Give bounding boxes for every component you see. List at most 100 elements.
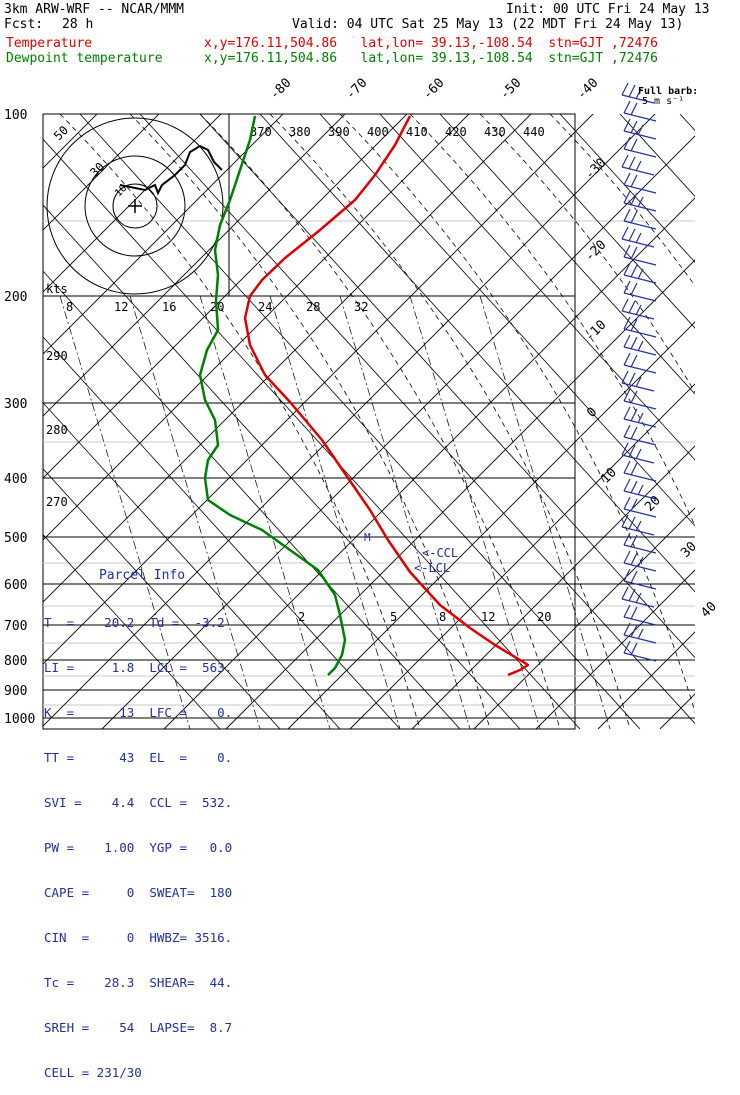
windbarb-scale-label: Full barb: [638, 86, 698, 97]
wind-barb [623, 640, 657, 662]
moist-adiabat [129, 114, 491, 729]
dry-adiabat [43, 534, 221, 729]
wind-barb [623, 334, 657, 356]
pressure-label: 800 [4, 654, 27, 669]
isotherm-line [225, 259, 695, 729]
mixing-ratio-line [479, 295, 611, 729]
dry-adiabat [319, 114, 695, 527]
moist-adiabat [549, 114, 695, 287]
wind-barb [621, 154, 655, 176]
theta-label: 390 [328, 125, 350, 139]
theta-label: 410 [406, 125, 428, 139]
dry-adiabat [79, 114, 641, 729]
mixing-ratio-line [409, 295, 541, 729]
mixing-ratio-line [199, 295, 331, 729]
isotherm-label: -60 [420, 76, 447, 103]
mixing-ratio-upper-label: 8 [66, 300, 73, 314]
pressure-label: 500 [4, 531, 27, 546]
isotherm-line [43, 114, 284, 355]
theta-label: 380 [289, 125, 311, 139]
temperature-location-info: x,y=176.11,504.86 lat,lon= 39.13,-108.54… [204, 36, 658, 51]
parcel-info-title: Parcel Info [98, 568, 186, 583]
isotherm-line [163, 197, 695, 729]
isotherm-line [43, 114, 222, 293]
isotherm-line [349, 383, 695, 729]
pressure-label: 600 [4, 578, 27, 593]
parcel-info-panel: Parcel Info T = 20.2 Td = -3.2 LI = 1.8 … [44, 538, 240, 1080]
isotherm-line [43, 114, 594, 665]
pressure-label: 200 [4, 290, 27, 305]
wind-barb [623, 496, 657, 518]
mixing-ratio-line [59, 295, 191, 729]
mixing-ratio-label: 2 [298, 610, 305, 624]
hodograph-ring-label-30: 30 [87, 160, 107, 180]
isotherm-line [597, 631, 695, 729]
dry-adiabat [559, 114, 695, 263]
hodograph-kts-label: kts [46, 282, 68, 296]
mixing-ratio-upper-label: 16 [162, 300, 176, 314]
mixing-ratio-line [269, 295, 401, 729]
parcel-row-sreh: SREH = 54 LAPSE= 8.7 [44, 1020, 233, 1035]
moist-adiabat [269, 114, 631, 729]
parcel-row-cin: CIN = 0 HWBZ= 3516. [44, 930, 233, 945]
wind-barb [621, 226, 655, 248]
parcel-row-lifted-index: LI = 1.8 LCL = 563. [44, 660, 233, 675]
moist-adiabat [339, 114, 695, 714]
wind-barb [623, 388, 657, 410]
moist-adiabat [479, 114, 695, 394]
isotherm-line [43, 114, 98, 169]
dry-adiabat [379, 114, 695, 461]
valid-time: Valid: 04 UTC Sat 25 May 13 (22 MDT Fri … [292, 17, 684, 32]
hodograph-trace [119, 144, 223, 196]
parcel-row-total-totals: TT = 43 EL = 0. [44, 750, 233, 765]
isotherm-label: -50 [497, 76, 524, 103]
wind-barb [623, 622, 657, 644]
isotherm-label: -70 [343, 76, 370, 103]
parcel-row-tc: Tc = 28.3 SHEAR= 44. [44, 975, 233, 990]
isotherm-line [43, 114, 532, 603]
theta-label: 440 [523, 125, 545, 139]
mixing-ratio-line [129, 295, 261, 729]
wind-barb [621, 586, 655, 608]
wind-barb [623, 172, 657, 194]
pressure-label: 400 [4, 472, 27, 487]
isotherm-label: 30 [678, 539, 700, 561]
wind-barb [623, 460, 657, 482]
wind-barb [621, 82, 655, 104]
dry-adiabat-label: 290 [46, 349, 68, 363]
mixing-ratio-label: 20 [537, 610, 551, 624]
forecast-label: Fcst: [4, 17, 44, 32]
parcel-row-precipitable-water: PW = 1.00 YGP = 0.0 [44, 840, 233, 855]
dry-adiabat [439, 114, 695, 395]
theta-label: 420 [445, 125, 467, 139]
dewpoint-legend: Dewpoint temperature [6, 51, 163, 66]
wind-barb [621, 514, 655, 536]
isotherm-label: -20 [582, 238, 609, 265]
mixing-ratio-upper-label: 28 [306, 300, 320, 314]
dry-adiabat [259, 114, 695, 593]
wind-barb [623, 352, 657, 374]
isotherm-label: 10 [598, 465, 620, 487]
wind-barb [623, 118, 657, 140]
isotherm-label: -40 [574, 76, 601, 103]
isotherm-label: -30 [582, 156, 609, 183]
parcel-row-cell: CELL = 231/30 [44, 1065, 142, 1080]
wind-barb [623, 100, 657, 122]
model-title: 3km ARW-WRF -- NCAR/MMM [4, 2, 185, 17]
hodograph-ring-10 [112, 183, 158, 229]
parcel-row-temperature: T = 20.2 Td = -3.2 [44, 615, 225, 630]
wind-barb [623, 604, 657, 626]
dry-adiabat [679, 114, 695, 132]
init-time: Init: 00 UTC Fri 24 May 13 [506, 2, 710, 17]
wind-barb [623, 208, 657, 230]
isotherm-line [43, 114, 346, 417]
isotherm-label: 40 [698, 599, 720, 621]
dry-adiabat [43, 138, 581, 729]
moist-adiabat [199, 114, 561, 729]
dewpoint-trace [198, 115, 347, 676]
hodograph: 50 30 10 kts [46, 114, 230, 296]
mixing-ratio-label: 8 [439, 610, 446, 624]
isotherm-line [101, 135, 695, 729]
wind-barb [621, 370, 655, 392]
moist-adiabat [59, 114, 421, 729]
